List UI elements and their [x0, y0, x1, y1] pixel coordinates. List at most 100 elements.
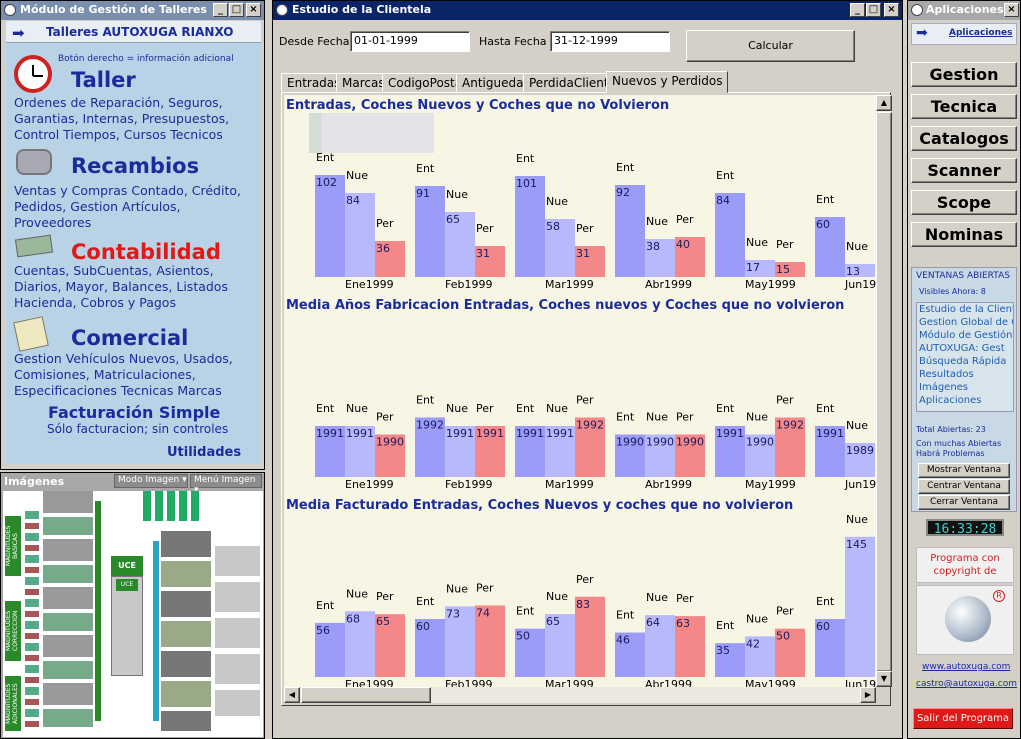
bar-ent[interactable]	[315, 175, 345, 277]
bar-per[interactable]	[775, 628, 805, 677]
bar-nue[interactable]	[545, 426, 575, 477]
taller-desc[interactable]: Ordenes de Reparación, Seguros, Garantia…	[14, 95, 230, 142]
aplicaciones-titlebar[interactable]: Aplicaciones ×	[908, 1, 1020, 20]
bar-nue[interactable]	[745, 260, 775, 277]
nominas-button[interactable]: Nominas	[911, 222, 1017, 247]
close-button[interactable]: ×	[246, 3, 261, 17]
document-icon[interactable]	[13, 316, 49, 352]
maximize-button[interactable]: □	[866, 3, 881, 17]
gestion-button[interactable]: Gestion	[911, 62, 1017, 87]
bar-nue[interactable]	[845, 264, 875, 277]
estudio-titlebar[interactable]: Estudio de la Clientela _ □ ×	[273, 1, 902, 20]
bar-per[interactable]	[575, 417, 605, 478]
salir-button[interactable]: Salir del Programa	[913, 708, 1013, 729]
cerrar-ventana-button[interactable]: Cerrar Ventana	[918, 495, 1010, 510]
bar-per[interactable]	[375, 614, 405, 677]
menu-imagen-dropdown[interactable]: Menú Imagen ▾	[190, 474, 262, 495]
bar-ent[interactable]	[715, 426, 745, 477]
bar-per[interactable]	[675, 616, 705, 677]
bar-ent[interactable]	[615, 185, 645, 277]
bar-ent[interactable]	[615, 434, 645, 478]
bar-nue[interactable]	[545, 614, 575, 677]
horizontal-scroll-thumb[interactable]	[301, 687, 431, 703]
imagenes-titlebar[interactable]: Imágenes Modo Imagen ▾ Menú Imagen ▾	[1, 473, 264, 495]
minimize-button[interactable]: _	[213, 3, 228, 17]
bar-ent[interactable]	[415, 186, 445, 277]
bar-per[interactable]	[775, 417, 805, 478]
close-button[interactable]: ×	[884, 3, 899, 17]
recambios-title[interactable]: Recambios	[71, 154, 200, 178]
scope-button[interactable]: Scope	[911, 190, 1017, 215]
mostrar-ventana-button[interactable]: Mostrar Ventana	[918, 463, 1010, 478]
list-item[interactable]: Imágenes	[919, 382, 969, 393]
bar-per[interactable]	[575, 596, 605, 677]
bar-ent[interactable]	[715, 643, 745, 677]
scanner-button[interactable]: Scanner	[911, 158, 1017, 183]
taller-title[interactable]: Taller	[71, 68, 136, 92]
bar-per[interactable]	[475, 246, 505, 277]
autoxuga-logo[interactable]	[945, 596, 991, 642]
email-link[interactable]: castro@autoxuga.com	[916, 679, 1018, 689]
list-item[interactable]: Módulo de Gestión	[919, 330, 1013, 341]
bar-nue[interactable]	[745, 434, 775, 478]
bar-per[interactable]	[775, 262, 805, 277]
bar-nue[interactable]	[645, 615, 675, 677]
bar-per[interactable]	[375, 434, 405, 478]
bar-ent[interactable]	[815, 619, 845, 677]
maximize-button[interactable]: □	[229, 3, 244, 17]
list-item[interactable]: Gestion Global de C	[919, 317, 1014, 328]
bar-ent[interactable]	[615, 632, 645, 677]
facturacion-title[interactable]: Facturación Simple	[48, 403, 221, 422]
bar-ent[interactable]	[715, 193, 745, 277]
comercial-desc[interactable]: Gestion Vehículos Nuevos, Usados, Comisi…	[14, 351, 233, 398]
bar-nue[interactable]	[845, 536, 875, 677]
tab-codigopostal[interactable]: CodigoPostal	[382, 73, 472, 92]
bar-nue[interactable]	[445, 426, 475, 477]
bar-per[interactable]	[475, 605, 505, 677]
list-item[interactable]: AUTOXUGA: Gest	[919, 343, 1005, 354]
desde-fecha-input[interactable]: 01-01-1999	[350, 31, 470, 52]
list-item[interactable]: Aplicaciones	[919, 395, 982, 406]
bar-nue[interactable]	[345, 426, 375, 477]
bar-nue[interactable]	[445, 212, 475, 277]
bar-ent[interactable]	[515, 426, 545, 477]
tab-antiguedad[interactable]: Antiguedad	[456, 73, 538, 92]
bar-ent[interactable]	[315, 622, 345, 677]
calcular-button[interactable]: Calcular	[686, 30, 855, 62]
scroll-down-arrow-icon[interactable]: ▼	[876, 671, 892, 687]
gears-icon[interactable]	[16, 149, 52, 175]
minimize-button[interactable]: _	[850, 3, 865, 17]
bar-ent[interactable]	[315, 426, 345, 477]
bar-ent[interactable]	[515, 628, 545, 677]
bar-per[interactable]	[475, 426, 505, 477]
bar-nue[interactable]	[545, 219, 575, 277]
bar-ent[interactable]	[815, 217, 845, 277]
list-item[interactable]: Resultados	[919, 369, 974, 380]
bar-nue[interactable]	[345, 193, 375, 277]
bar-per[interactable]	[375, 241, 405, 277]
vertical-scrollbar[interactable]: ▲ ▼	[876, 95, 892, 687]
facturacion-desc[interactable]: Sólo facturacion; sin controles	[47, 422, 229, 436]
vertical-scroll-thumb[interactable]	[876, 112, 892, 672]
tab-perdidaclientes[interactable]: PerdidaClientes	[523, 73, 629, 92]
horizontal-scrollbar[interactable]: ◀ ▶	[284, 687, 876, 703]
scroll-up-arrow-icon[interactable]: ▲	[876, 95, 892, 111]
open-windows-list[interactable]: Estudio de la Client Gestion Global de C…	[916, 302, 1014, 412]
utilidades-link[interactable]: Utilidades	[167, 445, 242, 460]
bar-per[interactable]	[575, 246, 605, 277]
website-link[interactable]: www.autoxuga.com	[922, 662, 1011, 672]
bar-ent[interactable]	[815, 426, 845, 477]
tecnica-button[interactable]: Tecnica	[911, 94, 1017, 119]
tab-nuevos-y-perdidos[interactable]: Nuevos y Perdidos	[606, 71, 729, 93]
diagram-image[interactable]: MAGNITUDES BASICAS MAGNITUDES CORRECCION…	[3, 491, 263, 737]
bar-nue[interactable]	[445, 606, 475, 677]
bar-ent[interactable]	[515, 176, 545, 277]
hasta-fecha-input[interactable]: 31-12-1999	[550, 31, 670, 52]
tab-entradas[interactable]: Entradas	[281, 73, 347, 92]
catalogos-button[interactable]: Catalogos	[911, 126, 1017, 151]
centrar-ventana-button[interactable]: Centrar Ventana	[918, 479, 1010, 494]
money-icon[interactable]	[14, 234, 54, 258]
comercial-title[interactable]: Comercial	[71, 326, 189, 350]
modulo-titlebar[interactable]: Módulo de Gestión de Talleres _ □ ×	[1, 1, 264, 20]
list-item[interactable]: Estudio de la Client	[919, 304, 1014, 315]
